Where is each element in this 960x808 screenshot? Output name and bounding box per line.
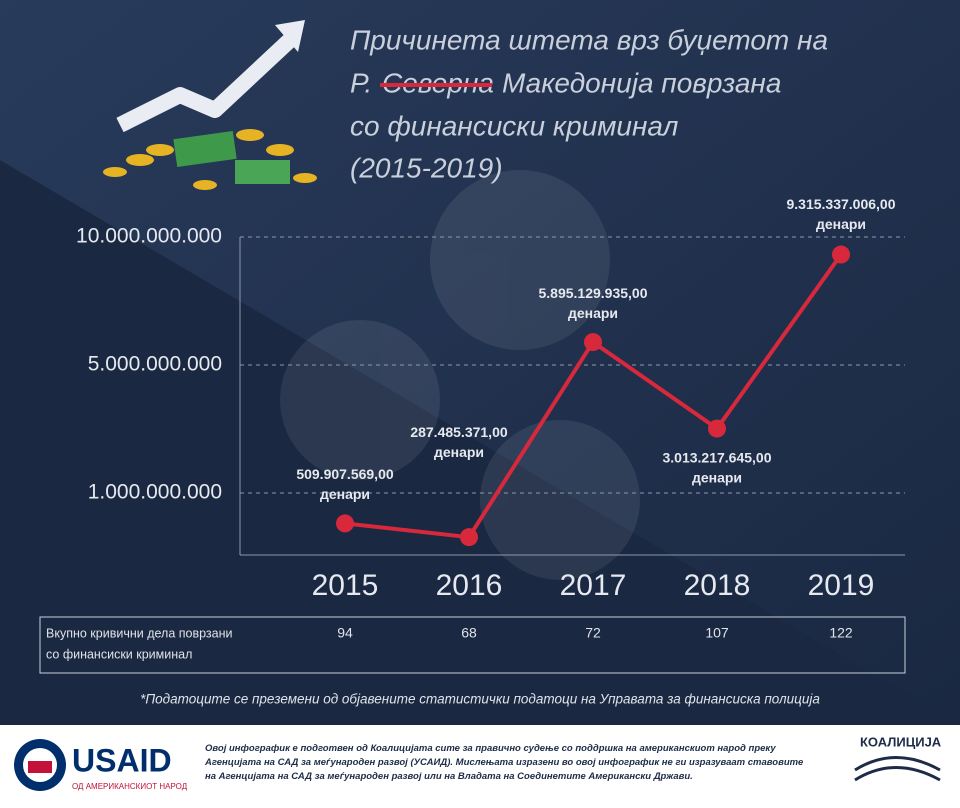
y-tick-label: 5.000.000.000	[88, 353, 222, 376]
data-point	[460, 528, 478, 547]
illustration	[103, 20, 317, 190]
chart: Причинета штета врз буџетот на Р. Северн…	[0, 0, 960, 725]
x-tick-label: 2019	[808, 569, 875, 602]
dollar-watermarks	[280, 170, 640, 580]
table-value: 122	[829, 625, 853, 641]
y-tick-label: 1.000.000.000	[88, 481, 222, 504]
table-label: Вкупно кривични дела поврзани	[46, 626, 232, 640]
data-point	[584, 333, 602, 352]
value-unit: денари	[434, 444, 484, 460]
table-value: 107	[705, 625, 729, 641]
data-point	[708, 419, 726, 438]
x-tick-label: 2017	[560, 569, 627, 602]
data-point	[336, 514, 354, 533]
coalition: КОАЛИЦИЈА	[860, 734, 942, 749]
usaid-sub: ОД АМЕРИКАНСКИОТ НАРОД	[72, 782, 188, 791]
value-unit: денари	[692, 469, 742, 485]
value-unit: денари	[320, 486, 370, 502]
table-frame	[39, 616, 906, 674]
table-value: 72	[585, 625, 601, 641]
x-tick-label: 2016	[436, 569, 503, 602]
title-line: со финансиски криминал	[350, 110, 679, 141]
title-line: Причинета штета врз буџетот на	[350, 24, 828, 55]
value-label: 287.485.371,00	[410, 424, 508, 440]
value-label: 9.315.337.006,00	[787, 196, 896, 212]
seal	[28, 761, 52, 773]
value-label: 3.013.217.645,00	[663, 449, 772, 465]
title-line: Македонија поврзана	[502, 67, 781, 98]
title: Причинета штета врз буџетот на Р. Северн…	[350, 24, 828, 183]
value-unit: денари	[816, 216, 866, 232]
coalition-mark	[854, 756, 941, 782]
data-point	[832, 245, 850, 264]
value-unit: денари	[568, 305, 618, 321]
title-line: (2015-2019)	[350, 152, 503, 183]
footnote: *Податоците се преземени од објавените с…	[140, 692, 820, 707]
title-struck: Северна	[382, 67, 494, 98]
footer: USAID ОД АМЕРИКАНСКИОТ НАРОД Овој инфогр…	[0, 725, 960, 808]
value-label: 509.907.569,00	[296, 466, 394, 482]
table-label: со финансиски криминал	[46, 647, 192, 661]
table-value: 68	[461, 625, 477, 641]
value-label: 5.895.129.935,00	[539, 285, 648, 301]
disclaimer: Овој инфографик е подготвен од Коалиција…	[205, 743, 804, 782]
usaid: USAID	[72, 742, 172, 778]
y-tick-label: 10.000.000.000	[76, 225, 222, 248]
coalition-logo: КОАЛИЦИЈА	[854, 734, 942, 782]
x-tick-label: 2015	[312, 569, 379, 602]
title-line: Р.	[350, 67, 372, 98]
x-tick-label: 2018	[684, 569, 751, 602]
table-value: 94	[337, 625, 353, 641]
usaid-logo: USAID ОД АМЕРИКАНСКИОТ НАРОД	[14, 739, 188, 791]
